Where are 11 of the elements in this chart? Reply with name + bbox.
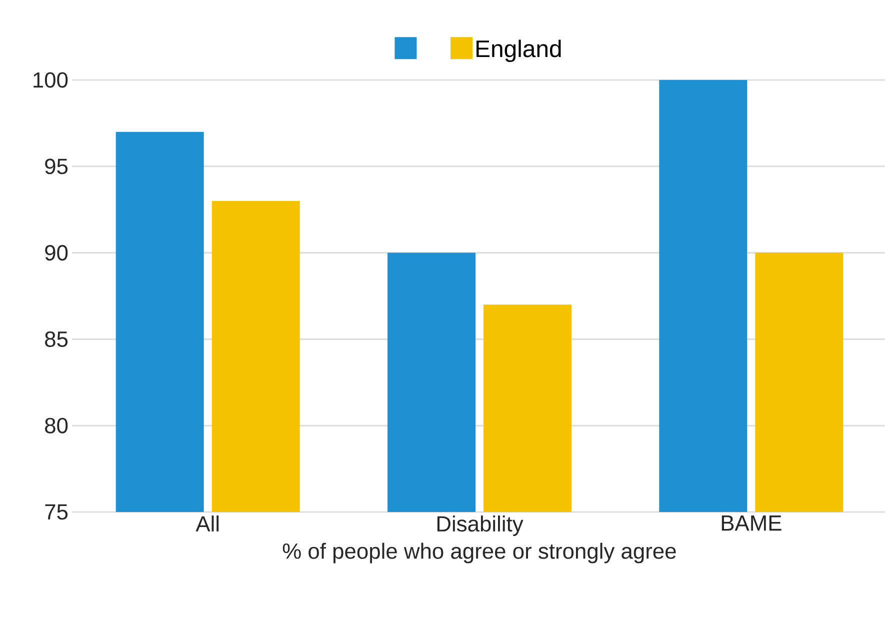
y-tick-label: 75: [45, 504, 68, 520]
y-tick-label: 95: [45, 158, 68, 174]
x-tick-label: All: [196, 516, 219, 532]
y-tick-label: 100: [34, 72, 68, 88]
y-tick-label: 90: [45, 245, 68, 261]
legend-label: England: [476, 40, 561, 62]
x-tick-label: Disability: [437, 516, 524, 536]
y-tick-label: 85: [45, 331, 68, 347]
y-tick-label: 80: [45, 418, 68, 434]
x-tick-label: BAME: [722, 516, 782, 531]
x-axis-title: % of people who agree or strongly agree: [282, 542, 676, 564]
